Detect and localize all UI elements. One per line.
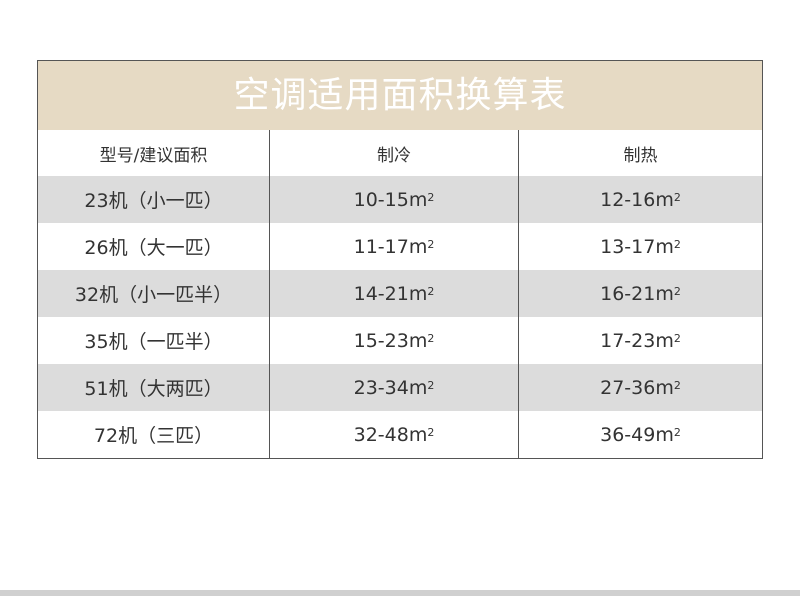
cooling-cell: 32-48 m 2 [270, 411, 519, 458]
table-row: 32机（小一匹半） 14-21 m 2 16-21 m 2 [38, 270, 762, 317]
cooling-cell: 11-17 m 2 [270, 223, 519, 270]
unit: m [408, 235, 428, 258]
table-title: 空调适用面积换算表 [38, 61, 762, 130]
model-cell: 26机（大一匹） [38, 223, 270, 270]
unit-superscript: 2 [427, 332, 435, 345]
heating-cell: 16-21 m 2 [519, 270, 762, 317]
unit-superscript: 2 [673, 379, 681, 392]
cooling-cell-value: 15-23 [353, 329, 409, 352]
heating-cell: 17-23 m 2 [519, 317, 762, 364]
unit: m [408, 188, 428, 211]
heating-cell-value: 27-36 [600, 376, 656, 399]
model-cell: 32机（小一匹半） [38, 270, 270, 317]
heating-cell-value: 17-23 [600, 329, 656, 352]
unit: m [655, 235, 674, 258]
cooling-cell-value: 11-17 [353, 235, 409, 258]
unit-superscript: 2 [427, 238, 435, 251]
unit-superscript: 2 [673, 332, 681, 345]
cooling-cell: 15-23 m 2 [270, 317, 519, 364]
unit: m [408, 423, 428, 446]
unit-superscript: 2 [673, 285, 681, 298]
unit: m [408, 376, 428, 399]
heating-cell: 36-49 m 2 [519, 411, 762, 458]
heating-cell: 27-36 m 2 [519, 364, 762, 411]
model-cell: 51机（大两匹） [38, 364, 270, 411]
unit: m [655, 376, 674, 399]
cooling-cell-value: 14-21 [353, 282, 409, 305]
heating-cell-value: 12-16 [600, 188, 656, 211]
table-row: 51机（大两匹） 23-34 m 2 27-36 m 2 [38, 364, 762, 411]
unit: m [408, 282, 428, 305]
unit-superscript: 2 [673, 238, 681, 251]
unit: m [408, 329, 428, 352]
unit-superscript: 2 [427, 426, 435, 439]
model-cell: 35机（一匹半） [38, 317, 270, 364]
model-cell: 72机（三匹） [38, 411, 270, 458]
table-row: 72机（三匹） 32-48 m 2 36-49 m 2 [38, 411, 762, 458]
unit-superscript: 2 [427, 379, 435, 392]
cooling-cell-value: 32-48 [353, 423, 409, 446]
cooling-cell-value: 10-15 [353, 188, 409, 211]
bottom-divider [0, 590, 800, 596]
header-cooling: 制冷 [270, 130, 519, 176]
heating-cell: 13-17 m 2 [519, 223, 762, 270]
conversion-table: 空调适用面积换算表 型号/建议面积 制冷 制热 23机（小一匹） 10-15 m 2 1… [37, 60, 763, 459]
unit: m [655, 188, 674, 211]
heating-cell-value: 16-21 [600, 282, 656, 305]
unit: m [655, 423, 674, 446]
header-model: 型号/建议面积 [38, 130, 270, 176]
unit: m [655, 282, 674, 305]
unit-superscript: 2 [427, 191, 435, 204]
unit-superscript: 2 [427, 285, 435, 298]
table-row: 35机（一匹半） 15-23 m 2 17-23 m 2 [38, 317, 762, 364]
unit-superscript: 2 [673, 191, 681, 204]
heating-cell-value: 36-49 [600, 423, 656, 446]
header-heating: 制热 [623, 145, 658, 166]
cooling-cell: 23-34 m 2 [270, 364, 519, 411]
table-row: 23机（小一匹） 10-15 m 2 12-16 m 2 [38, 176, 762, 223]
cooling-cell-value: 23-34 [353, 376, 409, 399]
heating-cell-value: 13-17 [600, 235, 656, 258]
heating-cell: 12-16 m 2 [519, 176, 762, 223]
cooling-cell: 10-15 m 2 [270, 176, 519, 223]
cooling-cell: 14-21 m 2 [270, 270, 519, 317]
model-cell: 23机（小一匹） [38, 176, 270, 223]
table-row: 26机（大一匹） 11-17 m 2 13-17 m 2 [38, 223, 762, 270]
unit: m [655, 329, 674, 352]
unit-superscript: 2 [673, 426, 681, 439]
header-row: 型号/建议面积 制冷 制热 [38, 130, 762, 176]
